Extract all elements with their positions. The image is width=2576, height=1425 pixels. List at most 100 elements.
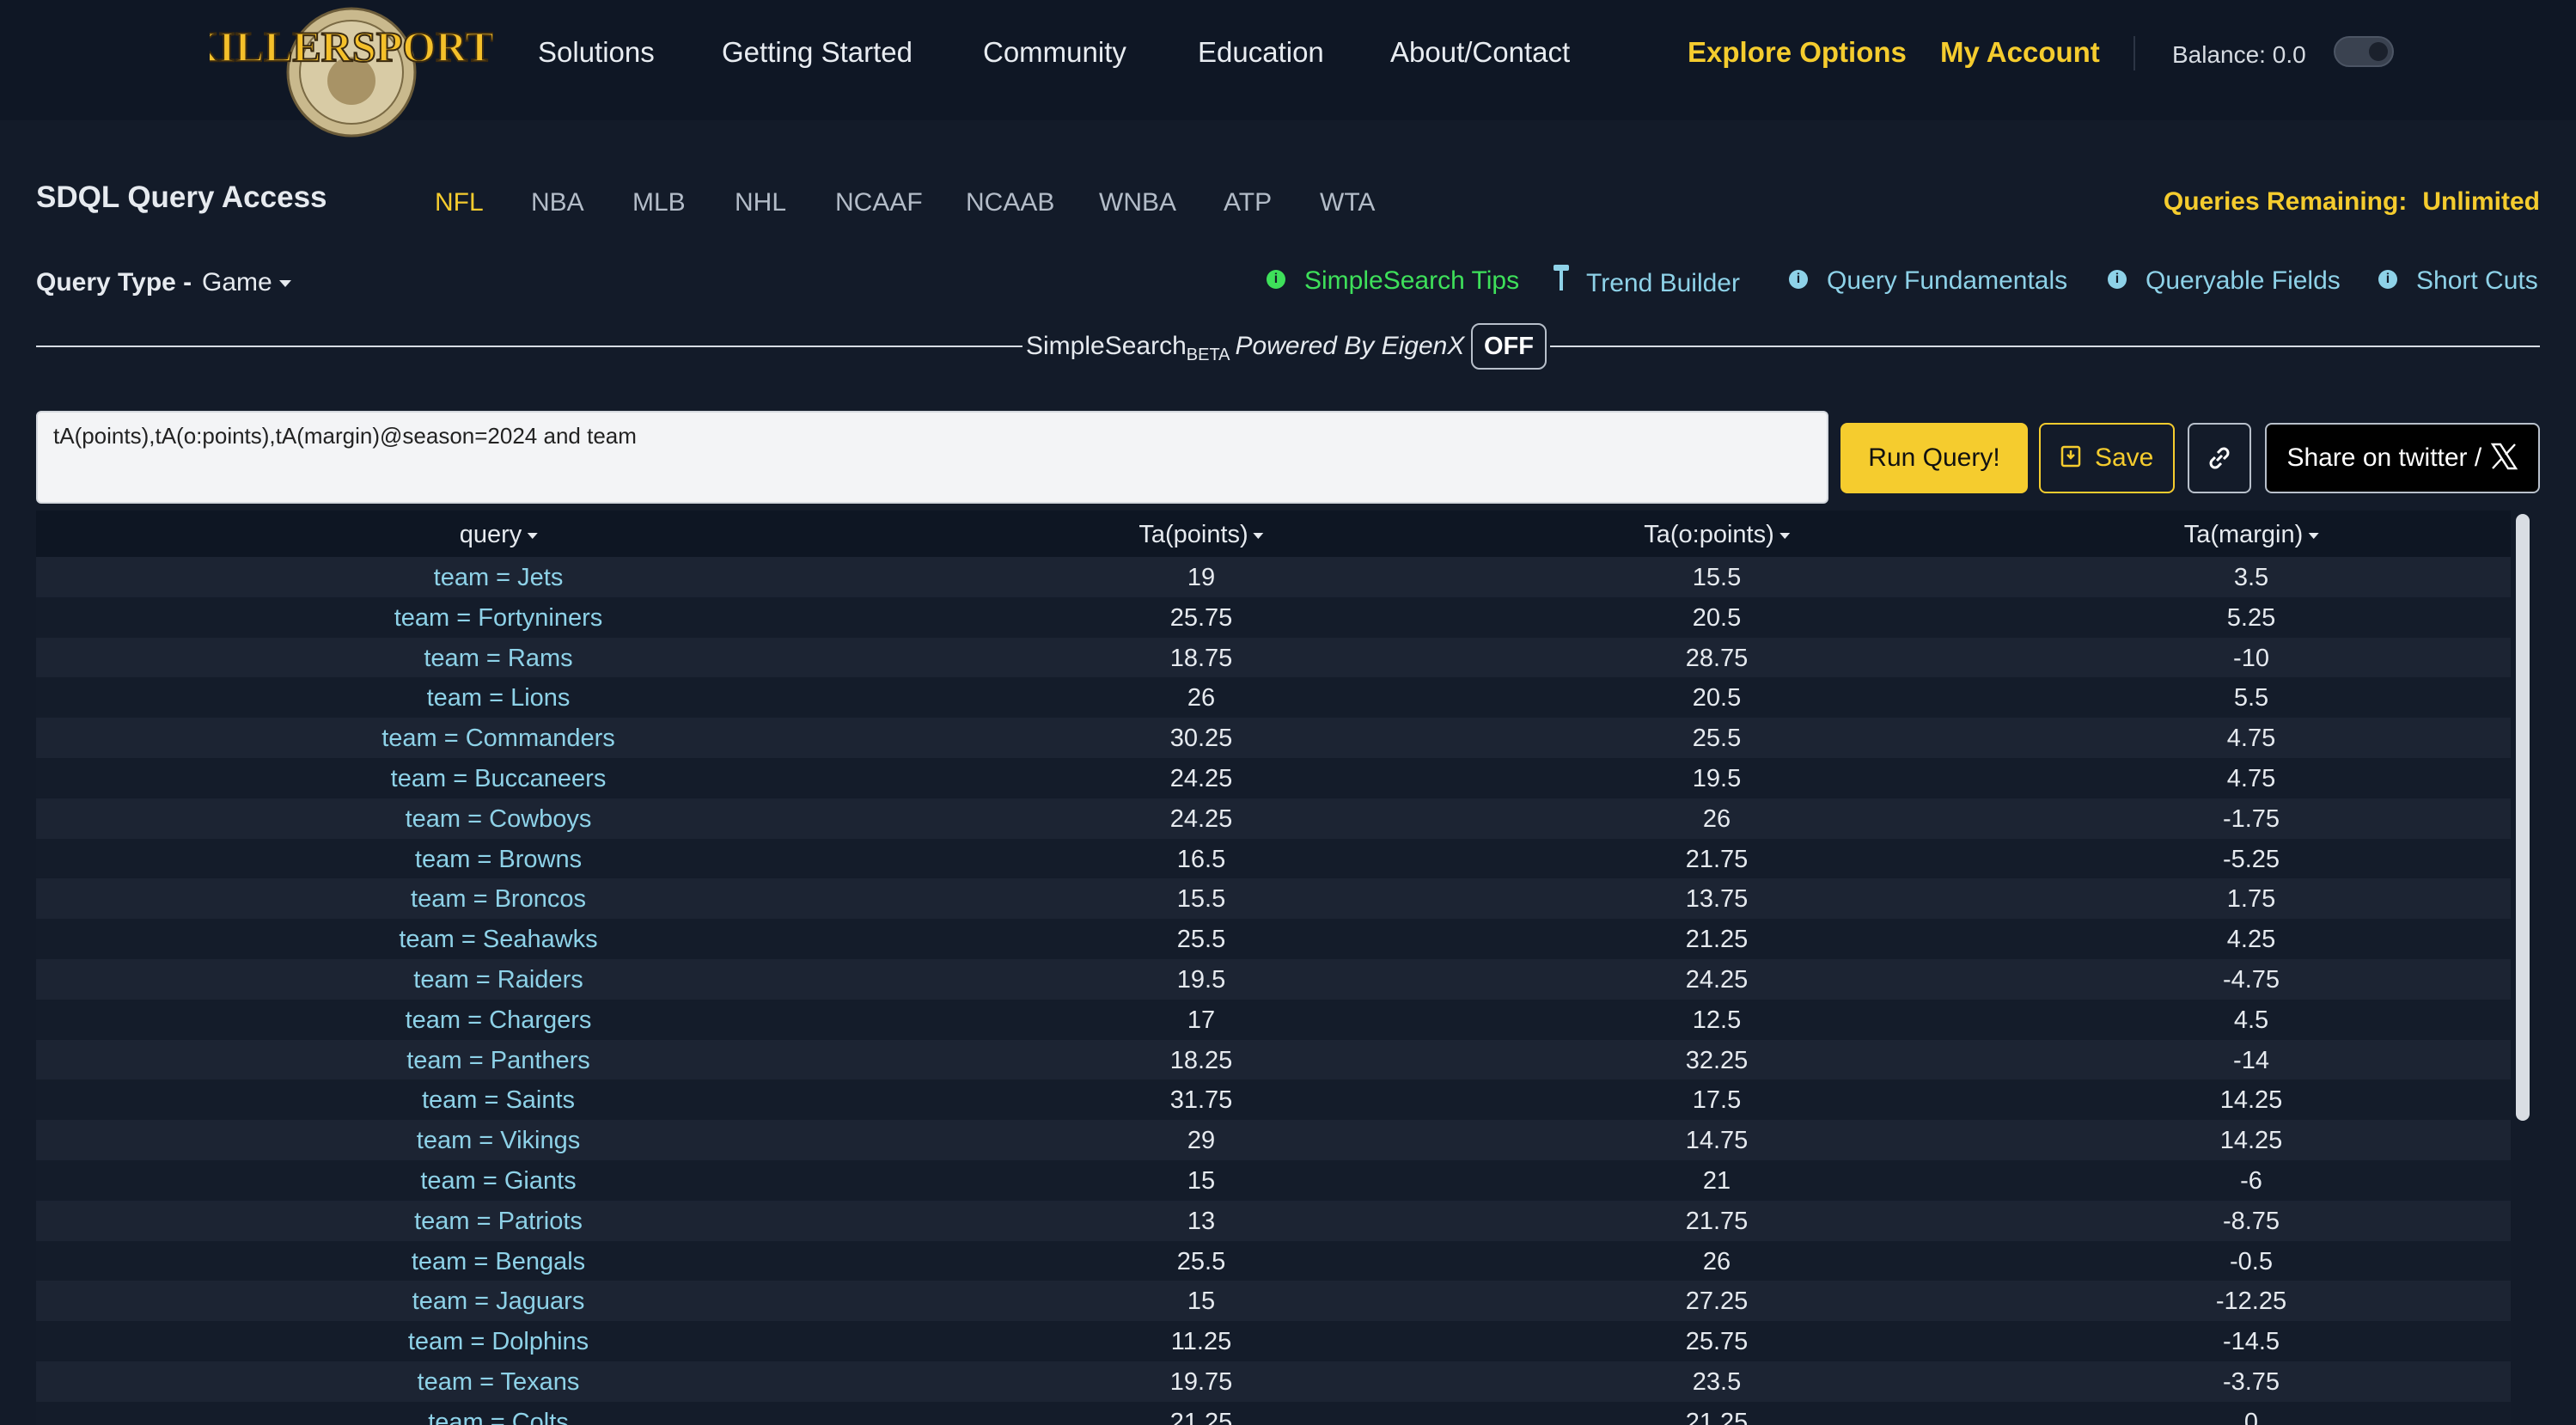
cell-opp-points: 26 [1702, 1247, 1731, 1275]
nav-education[interactable]: Education [1198, 36, 1324, 68]
header-label: query [459, 521, 522, 548]
column-header-points[interactable]: Ta(points) [1138, 521, 1264, 549]
nav-explore-options[interactable]: Explore Options [1688, 36, 1907, 68]
cell-query[interactable]: team = Giants [420, 1166, 577, 1195]
cell-query[interactable]: team = Browns [414, 845, 583, 873]
table-scrollbar[interactable] [2516, 514, 2530, 1121]
cell-opp-points: 21.25 [1685, 926, 1749, 954]
cell-query[interactable]: team = Cowboys [405, 804, 592, 833]
cell-points: 26 [1187, 684, 1216, 712]
cell-query[interactable]: team = Chargers [405, 1006, 592, 1034]
nav-solutions[interactable]: Solutions [538, 36, 655, 68]
cell-query[interactable]: team = Dolphins [407, 1328, 589, 1356]
tab-nhl[interactable]: NHL [735, 188, 787, 217]
tab-wnba[interactable]: WNBA [1099, 188, 1176, 217]
cell-points: 15 [1187, 1166, 1216, 1195]
query-input[interactable]: tA(points),tA(o:points),tA(margin)@seaso… [36, 411, 1828, 504]
query-fundamentals-link[interactable]: i Query Fundamentals [1789, 266, 2067, 296]
simplesearch-text: SimpleSearch [1026, 332, 1187, 360]
cell-query[interactable]: team = Broncos [411, 885, 586, 914]
short-cuts-label: Short Cuts [2416, 266, 2538, 295]
simplesearch-tips-link[interactable]: i SimpleSearch Tips [1267, 266, 1519, 296]
cell-query[interactable]: team = Raiders [413, 965, 583, 994]
queryable-fields-link[interactable]: i Queryable Fields [2108, 266, 2341, 296]
cell-query[interactable]: team = Panthers [406, 1046, 590, 1074]
share-twitter-button[interactable]: Share on twitter / [2265, 423, 2540, 493]
tab-nfl[interactable]: NFL [435, 188, 484, 217]
theme-toggle[interactable] [2334, 36, 2394, 67]
tab-atp[interactable]: ATP [1224, 188, 1273, 217]
cell-query[interactable]: team = Texans [417, 1367, 580, 1396]
queries-remaining: Queries Remaining: Unlimited [2164, 187, 2540, 217]
cell-query[interactable]: team = Jaguars [412, 1287, 585, 1316]
save-label: Save [2094, 443, 2154, 472]
nav-about-contact[interactable]: About/Contact [1390, 36, 1571, 68]
header-label: Ta(margin) [2183, 521, 2304, 548]
save-icon [2060, 443, 2095, 472]
sort-caret-icon [1253, 532, 1264, 539]
info-icon: i [2378, 270, 2397, 290]
column-header-opp-points[interactable]: Ta(o:points) [1644, 521, 1790, 549]
cell-opp-points: 17.5 [1692, 1086, 1742, 1115]
tab-mlb[interactable]: MLB [632, 188, 686, 217]
query-type-dropdown[interactable]: Game [202, 268, 291, 297]
simplesearch-toggle[interactable]: OFF [1471, 323, 1547, 370]
cell-opp-points: 28.75 [1685, 644, 1749, 672]
table-row: team = Jets 19 15.5 3.5 [36, 557, 2511, 597]
cell-opp-points: 19.5 [1692, 764, 1742, 792]
cell-margin: -5.25 [2222, 845, 2280, 873]
trend-builder-link[interactable]: Trend Builder [1552, 263, 1740, 303]
powered-by-text: Powered By EigenX [1235, 332, 1465, 360]
table-row: team = Colts 21.25 21.25 0 [36, 1401, 2511, 1425]
cell-query[interactable]: team = Lions [426, 684, 571, 712]
table-row: team = Chargers 17 12.5 4.5 [36, 999, 2511, 1040]
hammer-icon [1552, 263, 1571, 299]
cell-points: 13 [1187, 1207, 1216, 1235]
copy-link-button[interactable] [2188, 423, 2251, 493]
cell-query[interactable]: team = Saints [421, 1086, 576, 1115]
cell-query[interactable]: team = Patriots [414, 1207, 583, 1235]
cell-query[interactable]: team = Buccaneers [390, 764, 607, 792]
cell-query[interactable]: team = Jets [433, 564, 564, 591]
toggle-knob [2369, 42, 2388, 61]
nav-my-account[interactable]: My Account [1940, 36, 2100, 68]
save-button[interactable]: Save [2039, 423, 2175, 493]
column-header-query[interactable]: query [460, 521, 538, 549]
cell-points: 29 [1187, 1127, 1216, 1155]
cell-query[interactable]: team = Bengals [411, 1247, 586, 1275]
simplesearch-tips-label: SimpleSearch Tips [1304, 266, 1520, 295]
tab-wta[interactable]: WTA [1320, 188, 1376, 217]
nav-getting-started[interactable]: Getting Started [722, 36, 913, 68]
short-cuts-link[interactable]: i Short Cuts [2378, 266, 2538, 296]
query-fundamentals-label: Query Fundamentals [1827, 266, 2068, 295]
cell-margin: -8.75 [2222, 1207, 2280, 1235]
cell-query[interactable]: team = Seahawks [399, 926, 598, 954]
cell-opp-points: 20.5 [1692, 603, 1742, 632]
cell-margin: 4.75 [2226, 764, 2276, 792]
cell-margin: 4.5 [2233, 1006, 2269, 1034]
killersports-logo[interactable]: KILLERSPORTS [184, 7, 519, 138]
nav-community[interactable]: Community [983, 36, 1126, 68]
column-header-margin[interactable]: Ta(margin) [2184, 521, 2319, 549]
cell-points: 31.75 [1169, 1086, 1233, 1115]
run-query-button[interactable]: Run Query! [1840, 423, 2028, 493]
cell-opp-points: 26 [1702, 804, 1731, 833]
results-table: query Ta(points) Ta(o:points) Ta(margin)… [36, 511, 2511, 1425]
tab-ncaab[interactable]: NCAAB [966, 188, 1055, 217]
cell-query[interactable]: team = Vikings [416, 1127, 581, 1155]
queries-remaining-value: Unlimited [2422, 187, 2540, 216]
divider-right [1550, 346, 2540, 347]
cell-query[interactable]: team = Colts [428, 1408, 569, 1425]
cell-points: 19 [1187, 564, 1216, 591]
cell-opp-points: 14.75 [1685, 1127, 1749, 1155]
cell-query[interactable]: team = Commanders [382, 725, 615, 753]
cell-margin: -1.75 [2222, 804, 2280, 833]
cell-query[interactable]: team = Fortyniners [394, 603, 603, 632]
table-row: team = Fortyniners 25.75 20.5 5.25 [36, 596, 2511, 638]
tab-ncaaf[interactable]: NCAAF [835, 188, 923, 217]
query-type-label: Query Type - [36, 268, 192, 297]
table-row: team = Giants 15 21 -6 [36, 1159, 2511, 1201]
table-body: team = Jets 19 15.5 3.5 team = Fortyniners 25… [36, 557, 2511, 1425]
cell-query[interactable]: team = Rams [424, 644, 573, 672]
tab-nba[interactable]: NBA [531, 188, 584, 217]
